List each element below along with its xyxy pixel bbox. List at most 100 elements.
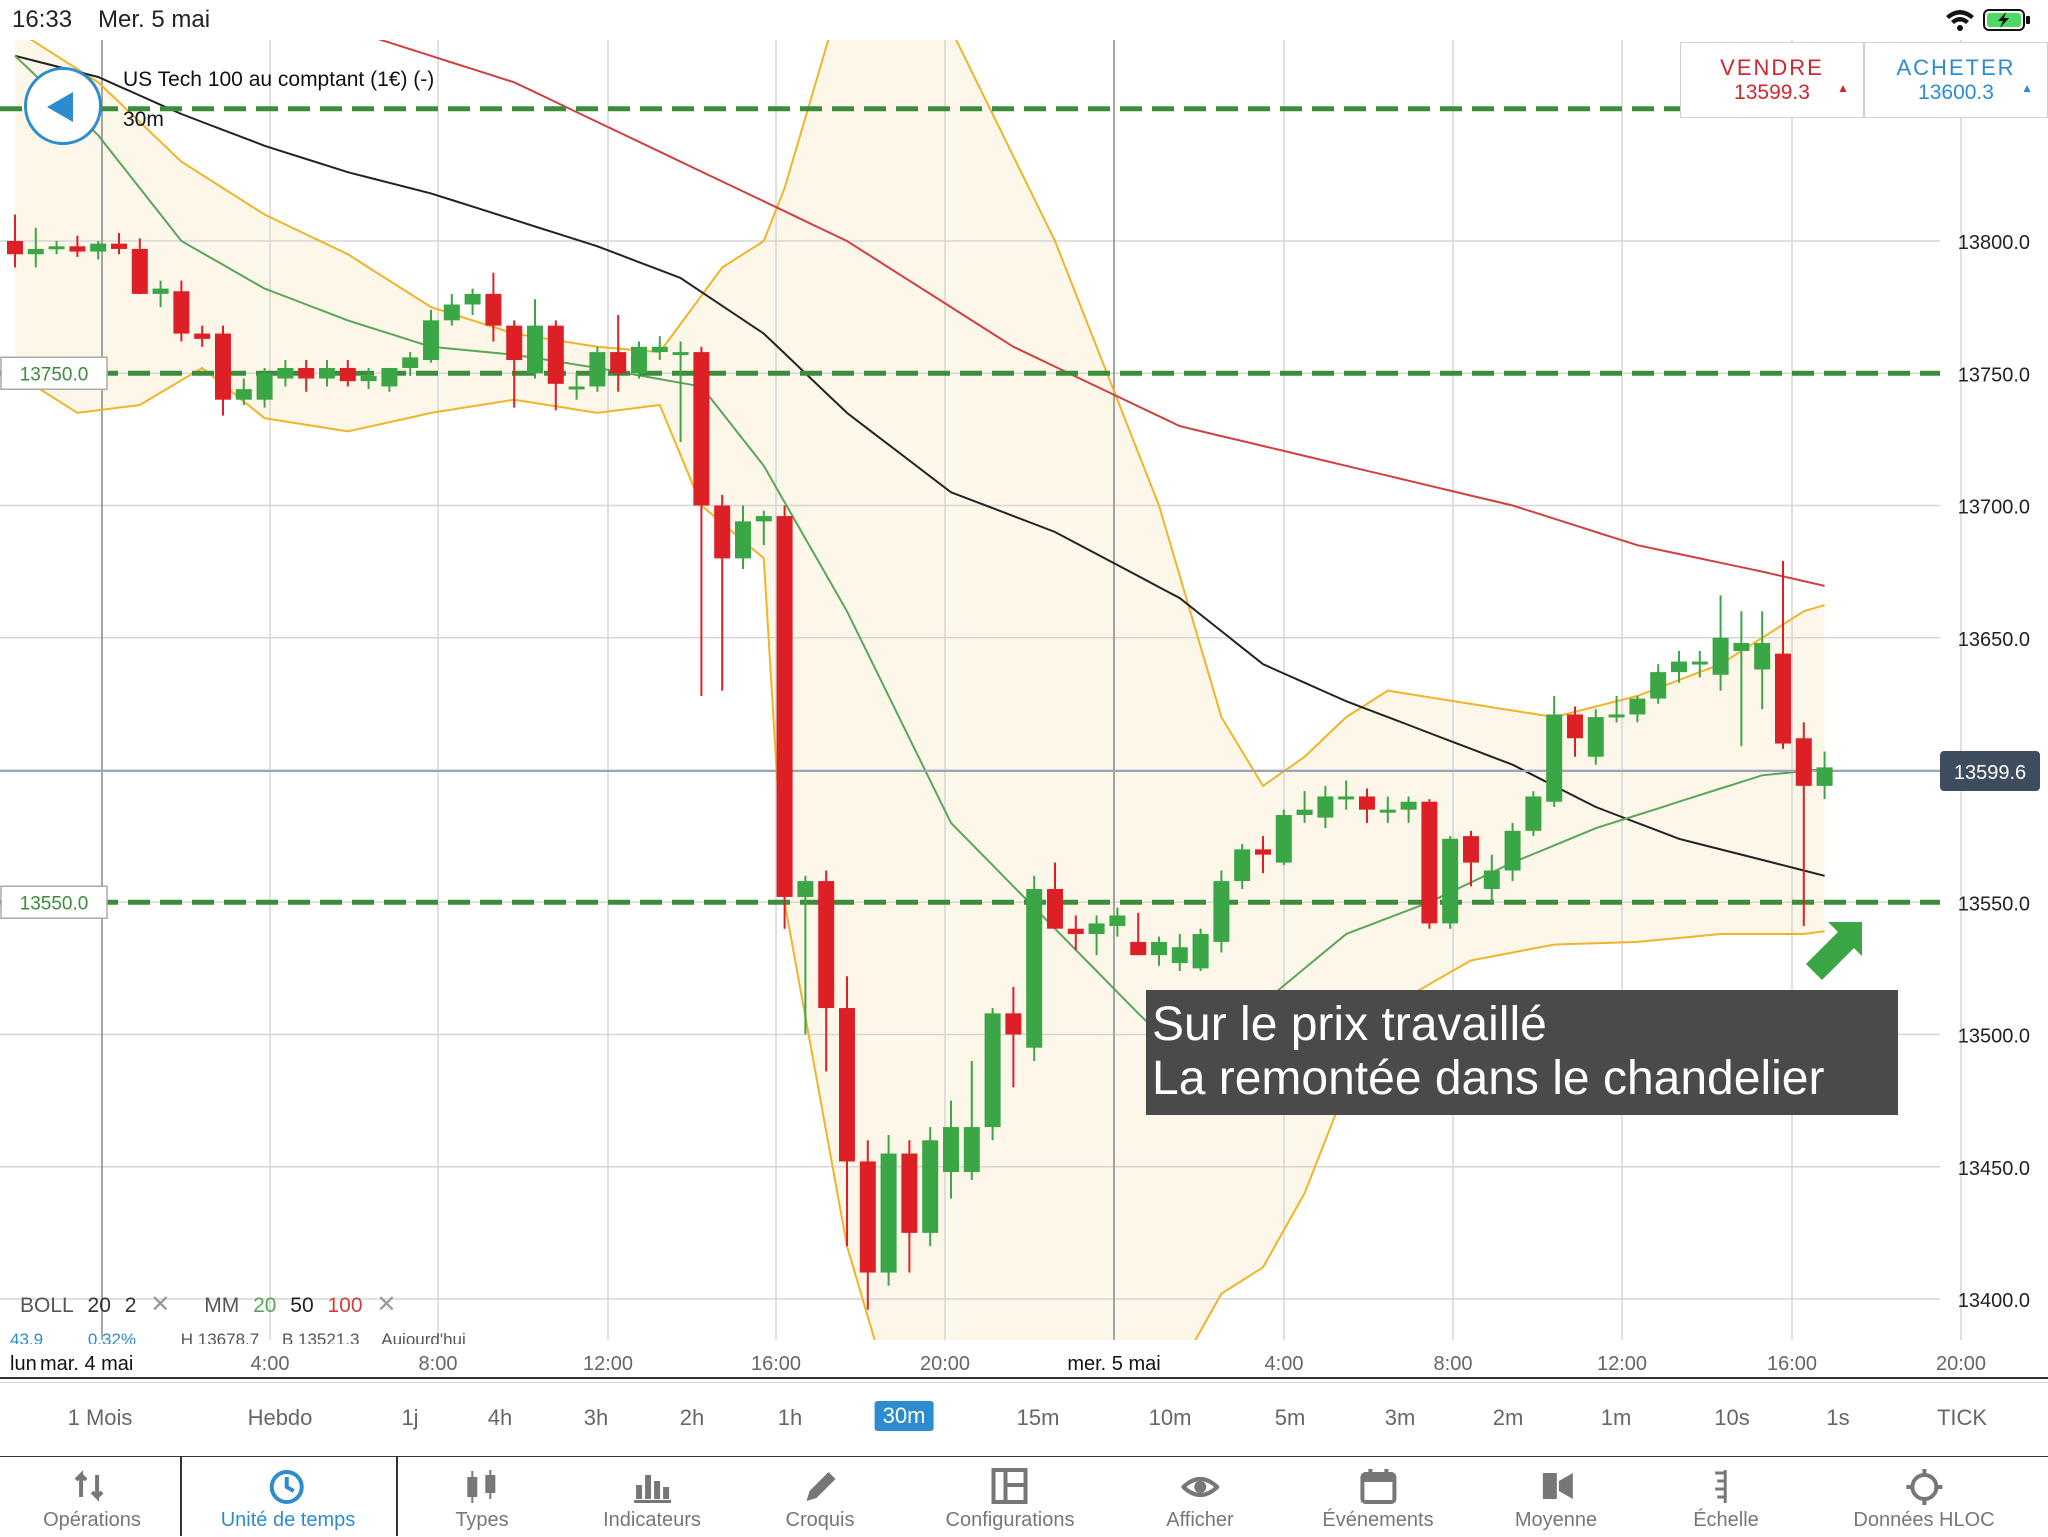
timeframe-1j[interactable]: 1j	[401, 1405, 419, 1430]
price-level-tag[interactable]	[0, 356, 108, 390]
candle[interactable]	[1275, 814, 1292, 863]
timeframe-3m[interactable]: 3m	[1384, 1405, 1416, 1430]
candle[interactable]	[1629, 698, 1646, 715]
timeframe-1s[interactable]: 1s	[1826, 1405, 1850, 1430]
remove-mm-icon[interactable]: ✕	[376, 1291, 397, 1318]
candle[interactable]	[277, 367, 294, 379]
sell-button[interactable]: VENDRE 13599.3 ▲	[1680, 42, 1864, 118]
candle[interactable]	[485, 293, 502, 326]
candle[interactable]	[48, 246, 65, 250]
candle[interactable]	[423, 320, 439, 361]
candle[interactable]	[735, 521, 751, 559]
candle[interactable]	[1400, 801, 1417, 810]
boll-label[interactable]: BOLL	[20, 1294, 74, 1317]
candle[interactable]	[1255, 849, 1271, 855]
candle[interactable]	[1005, 1013, 1022, 1035]
candle[interactable]	[1296, 809, 1313, 815]
candle[interactable]	[194, 333, 211, 339]
candle[interactable]	[1234, 849, 1251, 882]
candle[interactable]	[1317, 796, 1334, 818]
candle[interactable]	[1712, 637, 1729, 675]
candle[interactable]	[610, 352, 627, 374]
candle[interactable]	[1816, 767, 1833, 786]
candle[interactable]	[631, 346, 647, 374]
back-button[interactable]	[24, 67, 102, 145]
candle[interactable]	[381, 367, 398, 387]
candle[interactable]	[589, 352, 606, 387]
candle[interactable]	[547, 325, 564, 384]
timeframe-10m[interactable]: 10m	[1148, 1405, 1192, 1430]
candle[interactable]	[984, 1013, 1001, 1128]
candle[interactable]	[1775, 653, 1791, 744]
buy-button[interactable]: ACHETER 13600.3 ▲	[1864, 42, 2048, 118]
candle[interactable]	[755, 516, 772, 522]
candle[interactable]	[776, 516, 793, 897]
candle[interactable]	[693, 352, 710, 506]
candle[interactable]	[1691, 661, 1708, 665]
candle[interactable]	[1483, 870, 1500, 890]
candle[interactable]	[443, 304, 460, 321]
timeframe-4h[interactable]: 4h	[487, 1405, 513, 1430]
candle[interactable]	[1525, 796, 1542, 831]
candle[interactable]	[1463, 836, 1479, 863]
candle[interactable]	[298, 367, 315, 379]
candle[interactable]	[1171, 947, 1188, 964]
candle[interactable]	[943, 1127, 959, 1173]
candle[interactable]	[527, 325, 543, 374]
candle[interactable]	[464, 293, 481, 305]
candle[interactable]	[319, 367, 335, 379]
timeframe-10s[interactable]: 10s	[1714, 1405, 1750, 1430]
candle[interactable]	[1213, 881, 1230, 942]
toolbar-layout[interactable]: Configurations	[946, 1457, 1074, 1537]
remove-boll-icon[interactable]: ✕	[150, 1291, 171, 1318]
candle[interactable]	[568, 386, 585, 390]
candle[interactable]	[818, 881, 835, 1009]
candle[interactable]	[1047, 889, 1063, 929]
candle[interactable]	[651, 346, 668, 353]
candle[interactable]	[1442, 838, 1459, 924]
candle[interactable]	[839, 1008, 855, 1162]
mm-label[interactable]: MM	[204, 1294, 240, 1317]
candle[interactable]	[506, 325, 523, 361]
toolbar-scale[interactable]: Échelle	[1693, 1457, 1759, 1537]
timeframe-3h[interactable]: 3h	[583, 1405, 609, 1430]
candle[interactable]	[859, 1161, 876, 1273]
candle[interactable]	[922, 1140, 939, 1233]
candle[interactable]	[1608, 714, 1625, 718]
timeframe-tick[interactable]: TICK	[1936, 1405, 1988, 1430]
toolbar-clock[interactable]: Unité de temps	[221, 1457, 355, 1537]
candle[interactable]	[1754, 643, 1771, 670]
candle[interactable]	[1379, 809, 1396, 813]
candle[interactable]	[963, 1127, 980, 1173]
timeframe-hebdo[interactable]: Hebdo	[247, 1405, 313, 1430]
candle[interactable]	[90, 243, 107, 252]
candle[interactable]	[1795, 738, 1812, 786]
toolbar-eye[interactable]: Afficher	[1166, 1457, 1234, 1537]
candle[interactable]	[215, 333, 231, 400]
toolbar-bars[interactable]: Indicateurs	[603, 1457, 701, 1537]
candle[interactable]	[339, 367, 356, 382]
price-level-tag[interactable]	[0, 885, 108, 919]
candle[interactable]	[1671, 661, 1687, 673]
candle[interactable]	[173, 291, 190, 334]
candle[interactable]	[7, 241, 23, 255]
timeframe-1m[interactable]: 1m	[1600, 1405, 1632, 1430]
candle[interactable]	[1338, 796, 1355, 800]
timeframe-15m[interactable]: 15m	[1016, 1405, 1060, 1430]
timeframe-2h[interactable]: 2h	[679, 1405, 705, 1430]
candle[interactable]	[1192, 933, 1209, 969]
candle[interactable]	[256, 373, 273, 400]
candle[interactable]	[27, 248, 44, 255]
toolbar-candles[interactable]: Types	[455, 1457, 509, 1537]
candle[interactable]	[1067, 928, 1084, 934]
candle[interactable]	[1088, 923, 1105, 934]
toolbar-flag[interactable]: Moyenne	[1515, 1457, 1597, 1537]
toolbar-calendar[interactable]: Événements	[1322, 1457, 1434, 1537]
price-chart[interactable]: 13750.0 13550.0 13800.0 13750.0 13700.0 1365…	[0, 40, 2048, 1382]
candle[interactable]	[880, 1153, 897, 1273]
toolbar-crosshair[interactable]: Données HLOC	[1853, 1457, 1995, 1537]
timeframe-1-mois[interactable]: 1 Mois	[67, 1405, 133, 1430]
candle[interactable]	[1359, 796, 1375, 810]
candle[interactable]	[672, 352, 689, 356]
candle[interactable]	[111, 243, 127, 249]
